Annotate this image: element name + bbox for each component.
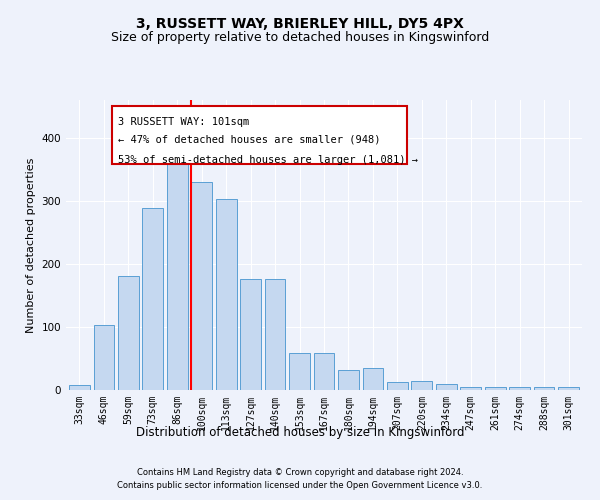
Bar — [338, 370, 359, 390]
Bar — [362, 368, 383, 390]
Text: 3 RUSSETT WAY: 101sqm: 3 RUSSETT WAY: 101sqm — [118, 118, 249, 128]
Bar — [289, 354, 310, 390]
Bar — [387, 382, 408, 390]
Bar — [265, 279, 286, 390]
Bar — [558, 388, 579, 390]
Text: Size of property relative to detached houses in Kingswinford: Size of property relative to detached ho… — [111, 31, 489, 44]
Bar — [534, 388, 554, 390]
Bar — [509, 388, 530, 390]
Bar — [167, 160, 188, 390]
Bar — [485, 387, 506, 390]
Y-axis label: Number of detached properties: Number of detached properties — [26, 158, 36, 332]
Bar — [216, 199, 236, 390]
Text: 53% of semi-detached houses are larger (1,081) →: 53% of semi-detached houses are larger (… — [118, 155, 418, 165]
Bar — [436, 384, 457, 390]
Bar — [118, 276, 139, 390]
Text: 3, RUSSETT WAY, BRIERLEY HILL, DY5 4PX: 3, RUSSETT WAY, BRIERLEY HILL, DY5 4PX — [136, 18, 464, 32]
Text: Distribution of detached houses by size in Kingswinford: Distribution of detached houses by size … — [136, 426, 464, 439]
Bar — [240, 279, 261, 390]
Bar — [314, 354, 334, 390]
Bar — [69, 385, 90, 390]
Bar — [142, 208, 163, 390]
Bar — [412, 380, 432, 390]
Text: Contains HM Land Registry data © Crown copyright and database right 2024.: Contains HM Land Registry data © Crown c… — [137, 468, 463, 477]
Bar — [94, 325, 114, 390]
FancyBboxPatch shape — [112, 106, 407, 164]
Text: Contains public sector information licensed under the Open Government Licence v3: Contains public sector information licen… — [118, 480, 482, 490]
Bar — [191, 182, 212, 390]
Bar — [460, 387, 481, 390]
Text: ← 47% of detached houses are smaller (948): ← 47% of detached houses are smaller (94… — [118, 135, 380, 145]
